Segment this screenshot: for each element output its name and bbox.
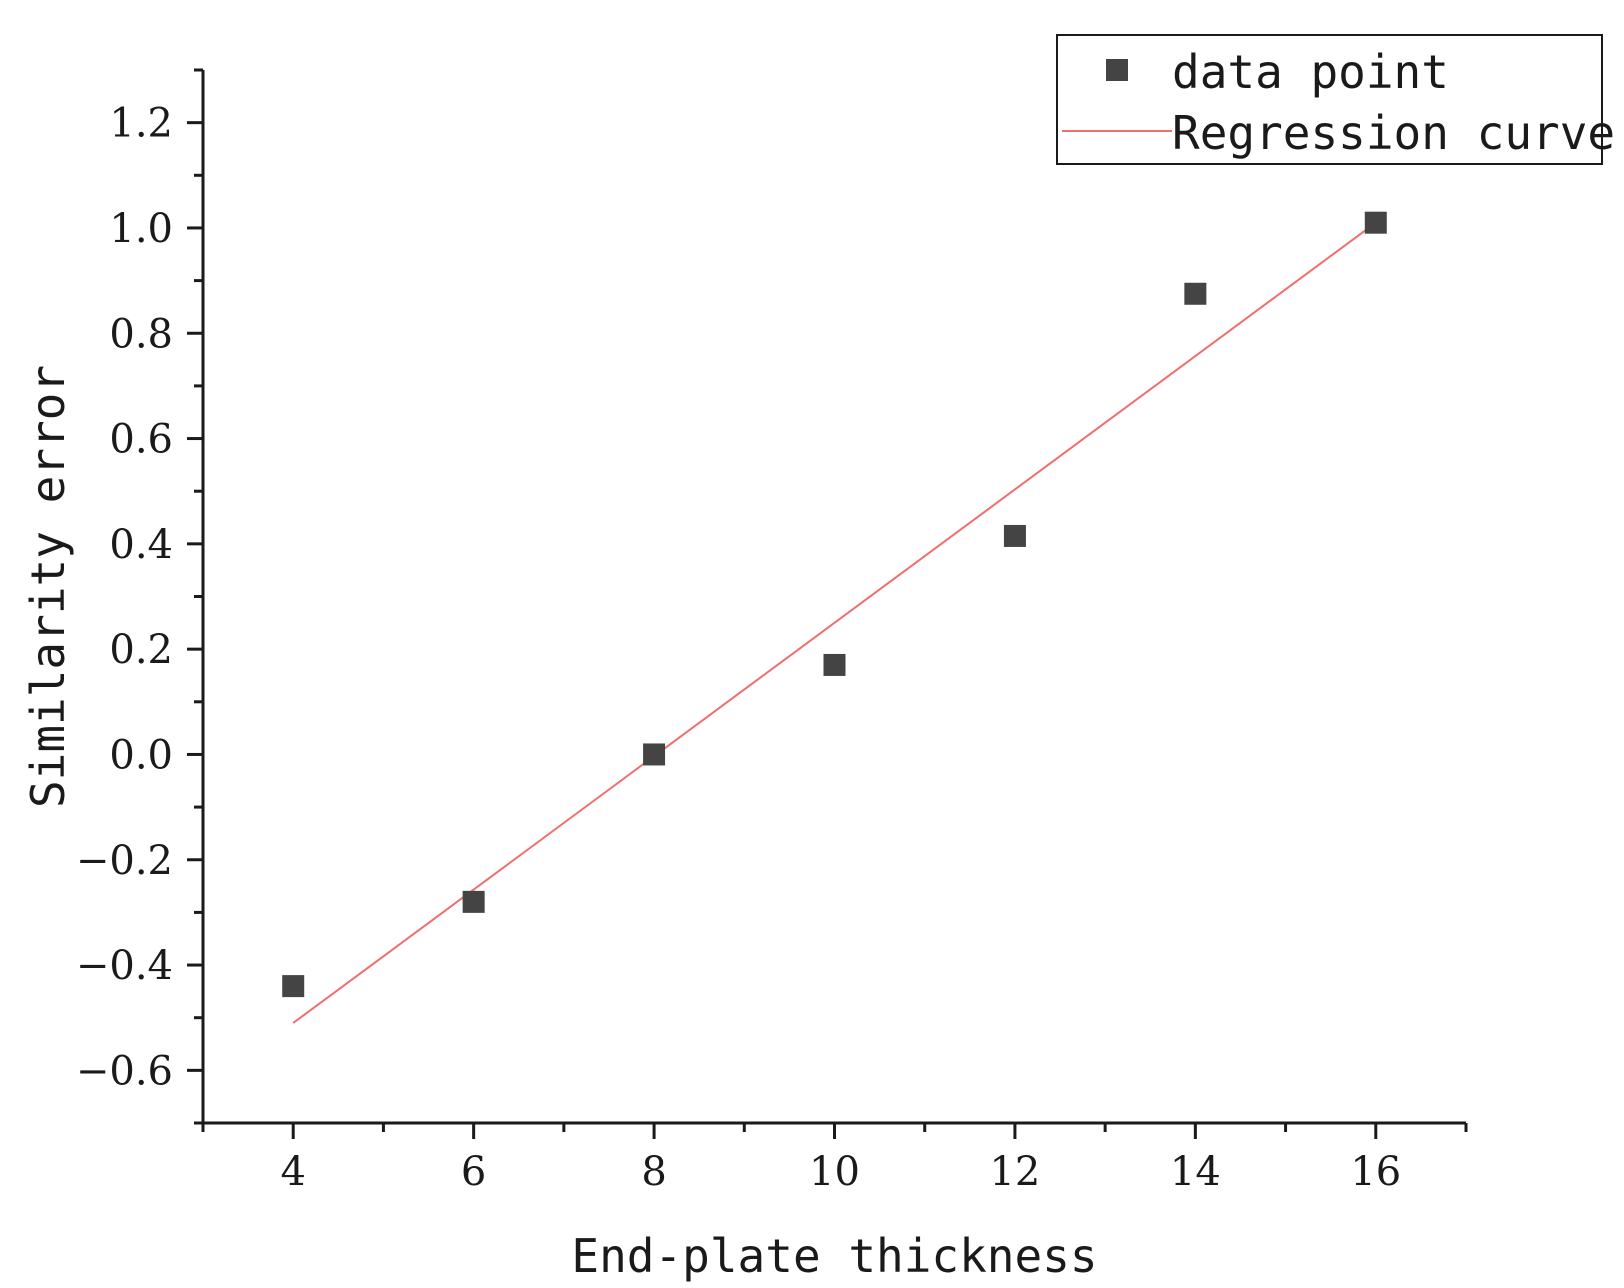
- y-tick-label: 1.2: [109, 101, 173, 147]
- legend-label-regression-curve: Regression curve: [1172, 106, 1615, 160]
- data-point-marker: [282, 975, 305, 998]
- y-tick-label: 0.4: [109, 522, 173, 568]
- legend-label-data-point: data point: [1172, 45, 1449, 99]
- x-tick-label: 14: [1170, 1149, 1221, 1195]
- y-axis-title: Similarity error: [21, 365, 75, 808]
- x-tick-label: 6: [461, 1149, 486, 1195]
- y-ticks: −0.6 −0.4 −0.2 0.0 0.2 0.4 0.6 0.8 1.0 1.2: [76, 68, 203, 1125]
- y-tick-label: 1.0: [109, 206, 173, 252]
- regression-line: [292, 221, 1377, 1024]
- data-point-marker: [823, 653, 846, 676]
- x-tick-label: 12: [989, 1149, 1040, 1195]
- x-tick-label: 8: [641, 1149, 666, 1195]
- legend-marker-square: [1106, 59, 1128, 81]
- y-tick-label: −0.6: [76, 1048, 173, 1094]
- x-ticks: 4 6 8 10 12 14 16: [201, 1123, 1468, 1195]
- y-tick-label: −0.2: [76, 838, 173, 884]
- x-tick-label: 4: [280, 1149, 305, 1195]
- data-point-marker: [643, 743, 666, 766]
- legend: data point Regression curve: [1056, 34, 1615, 165]
- axes: −0.6 −0.4 −0.2 0.0 0.2 0.4 0.6 0.8 1.0 1.2 4 6 8 10 1…: [76, 68, 1468, 1195]
- y-tick-label: 0.2: [109, 627, 173, 673]
- legend-box: [1056, 34, 1603, 165]
- data-point-marker: [1184, 282, 1207, 305]
- y-tick-label: 0.0: [109, 732, 173, 778]
- data-point-marker: [462, 890, 485, 913]
- x-tick-label: 16: [1350, 1149, 1401, 1195]
- x-tick-label: 10: [809, 1149, 860, 1195]
- series-layer: [282, 211, 1387, 1024]
- x-axis-title: End-plate thickness: [571, 1229, 1097, 1283]
- y-tick-label: −0.4: [76, 943, 173, 989]
- y-tick-label: 0.8: [109, 311, 173, 357]
- data-point-marker: [1003, 524, 1026, 547]
- data-point-marker: [1364, 211, 1387, 234]
- y-tick-label: 0.6: [109, 417, 173, 463]
